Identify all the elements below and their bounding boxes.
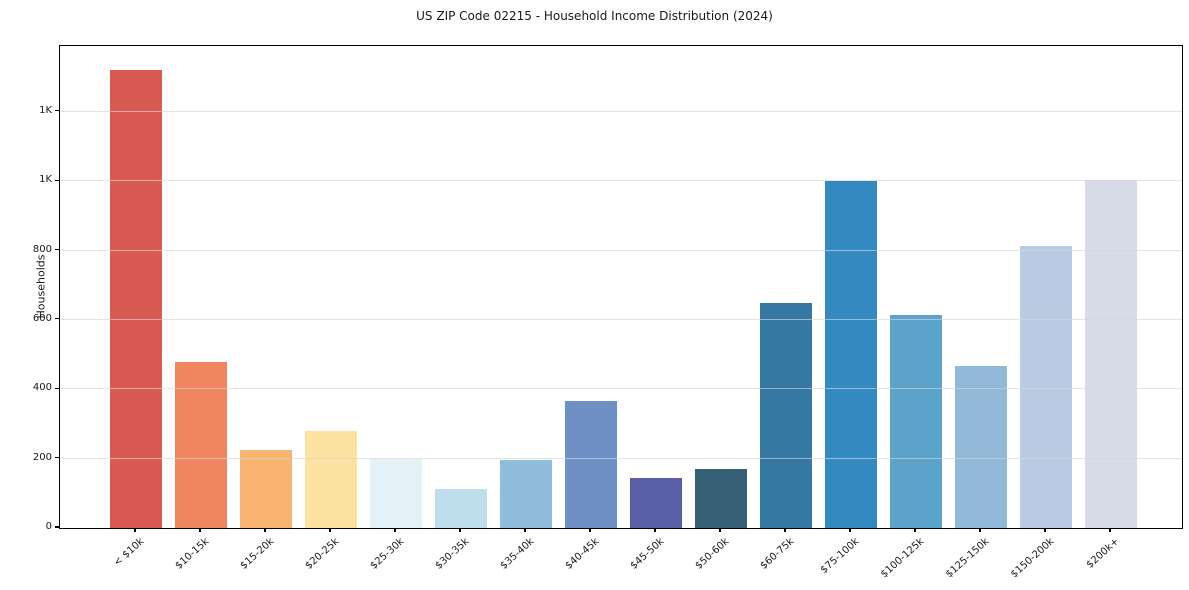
- x-tick-label-< $10k: < $10k: [111, 536, 147, 569]
- x-tick-mark: [134, 528, 136, 532]
- x-tick-mark: [849, 528, 851, 532]
- x-tick-mark: [264, 528, 266, 532]
- bar-$30-35k: [435, 488, 487, 528]
- y-tick-label: 1K: [39, 174, 52, 186]
- x-tick-label-$30-35k: $30-35k: [433, 536, 472, 572]
- x-tick-label-$125-150k: $125-150k: [943, 536, 992, 581]
- x-tick-label-$45-50k: $45-50k: [628, 536, 667, 572]
- x-tick-mark: [979, 528, 981, 532]
- gridline-200: [60, 457, 1182, 459]
- chart-title: US ZIP Code 02215 - Household Income Dis…: [416, 9, 773, 23]
- y-tick-label: 600: [32, 312, 52, 324]
- x-tick-mark: [784, 528, 786, 532]
- x-tick-label-$150-200k: $150-200k: [1008, 536, 1057, 581]
- plot-area: [59, 45, 1183, 529]
- y-tick-mark: [55, 318, 59, 320]
- gridline-800: [60, 249, 1182, 251]
- gridline-1200: [60, 110, 1182, 112]
- bar-$25-30k: [370, 459, 422, 528]
- y-tick-label: 0: [45, 521, 52, 532]
- y-tick-mark: [55, 249, 59, 251]
- y-axis-title: Households: [34, 254, 48, 319]
- x-tick-label-$15-20k: $15-20k: [238, 536, 277, 572]
- x-tick-mark: [524, 528, 526, 532]
- y-tick-label: 200: [32, 451, 52, 463]
- y-tick-label: 800: [32, 243, 52, 255]
- x-tick-label-$50-60k: $50-60k: [693, 536, 732, 572]
- bar-$15-20k: [240, 450, 292, 528]
- bar-$150-200k: [1020, 246, 1072, 528]
- bar-$35-40k: [500, 460, 552, 528]
- y-tick-mark: [55, 387, 59, 389]
- y-tick-label: 1K: [39, 104, 52, 116]
- x-tick-label-$75-100k: $75-100k: [818, 536, 862, 577]
- y-tick-mark: [55, 457, 59, 459]
- x-tick-mark: [654, 528, 656, 532]
- bar-$60-75k: [760, 302, 812, 528]
- gridline-600: [60, 318, 1182, 320]
- x-tick-mark: [1044, 528, 1046, 532]
- x-tick-mark: [719, 528, 721, 532]
- bar-$125-150k: [955, 366, 1007, 528]
- x-tick-label-$40-45k: $40-45k: [563, 536, 602, 572]
- x-tick-mark: [914, 528, 916, 532]
- x-tick-mark: [329, 528, 331, 532]
- bar-$200k+: [1085, 179, 1137, 528]
- x-tick-label-$10-15k: $10-15k: [173, 536, 212, 572]
- x-tick-label-$35-40k: $35-40k: [498, 536, 537, 572]
- bar-$75-100k: [825, 181, 877, 528]
- x-tick-label-$200k+: $200k+: [1084, 536, 1122, 571]
- bar-$20-25k: [305, 430, 357, 528]
- bar-$50-60k: [695, 468, 747, 528]
- bar-$45-50k: [630, 477, 682, 528]
- x-tick-mark: [1109, 528, 1111, 532]
- bar-$100-125k: [890, 315, 942, 528]
- bar-< $10k: [110, 70, 162, 528]
- y-tick-mark: [55, 526, 59, 528]
- x-tick-label-$60-75k: $60-75k: [758, 536, 797, 572]
- x-tick-mark: [394, 528, 396, 532]
- y-tick-mark: [55, 179, 59, 181]
- gridline-1000: [60, 180, 1182, 182]
- bar-$10-15k: [175, 361, 227, 528]
- x-tick-label-$100-125k: $100-125k: [878, 536, 927, 581]
- x-tick-mark: [589, 528, 591, 532]
- x-tick-mark: [459, 528, 461, 532]
- x-tick-mark: [199, 528, 201, 532]
- x-tick-label-$25-30k: $25-30k: [368, 536, 407, 572]
- bar-$40-45k: [565, 401, 617, 528]
- gridline-400: [60, 388, 1182, 390]
- y-tick-mark: [55, 110, 59, 112]
- y-tick-label: 400: [32, 382, 52, 394]
- x-tick-label-$20-25k: $20-25k: [303, 536, 342, 572]
